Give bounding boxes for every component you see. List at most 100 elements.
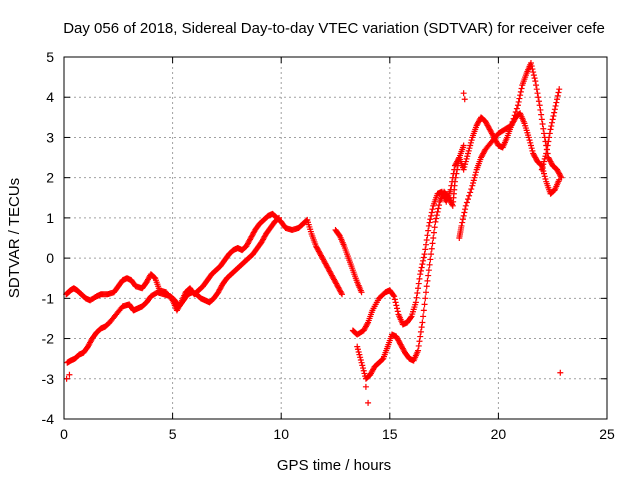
data-point <box>546 134 553 141</box>
data-point <box>421 251 428 258</box>
data-point <box>543 146 550 153</box>
data-point <box>462 161 469 168</box>
data-point <box>542 153 549 160</box>
data-point <box>414 289 421 296</box>
data-point <box>538 111 545 118</box>
data-point <box>357 357 364 364</box>
data-point <box>424 232 431 239</box>
series-outliers <box>63 90 564 406</box>
y-tick-label: -2 <box>42 331 55 347</box>
data-point <box>460 166 467 173</box>
data-point <box>425 227 432 234</box>
series-track-3 <box>332 226 365 296</box>
data-point <box>418 264 425 271</box>
data-point <box>390 292 397 299</box>
data-point <box>361 370 368 377</box>
data-point <box>554 96 561 103</box>
data-point <box>460 142 467 149</box>
grid <box>64 57 607 419</box>
data-point <box>455 158 462 165</box>
data-point <box>517 92 524 99</box>
data-point <box>430 235 437 241</box>
data-point <box>415 347 422 354</box>
data-point <box>529 66 536 73</box>
data-point <box>553 99 560 106</box>
data-point <box>391 293 398 300</box>
data-point <box>547 126 554 133</box>
data-point <box>460 90 467 97</box>
data-point <box>549 116 556 123</box>
data-point <box>509 119 516 126</box>
data-point <box>529 147 536 154</box>
data-point <box>541 155 548 162</box>
data-point <box>451 178 458 185</box>
data-point <box>430 229 437 236</box>
data-point <box>275 215 282 222</box>
data-point <box>458 222 465 229</box>
data-point <box>427 216 434 223</box>
data-point <box>415 285 422 292</box>
data-point <box>339 291 346 298</box>
data-point <box>514 102 521 109</box>
data-point <box>528 145 535 152</box>
data-point <box>462 206 469 213</box>
data-point <box>419 261 426 268</box>
y-tick-label: 4 <box>46 89 54 105</box>
data-point <box>464 153 471 160</box>
data-point <box>550 112 557 119</box>
data-point <box>518 85 525 92</box>
y-tick-label: 1 <box>46 210 54 226</box>
data-point <box>463 199 470 206</box>
data-point <box>461 163 468 170</box>
data-point <box>543 150 550 157</box>
data-point <box>513 105 520 112</box>
y-axis-title: SDTVAR / TECUs <box>6 178 23 298</box>
data-point <box>415 280 422 287</box>
y-tick-label: -3 <box>42 371 55 387</box>
series-track-6 <box>456 60 565 241</box>
data-point <box>527 60 534 67</box>
data-point <box>539 163 546 170</box>
data-point <box>541 173 548 180</box>
data-point <box>467 139 474 146</box>
data-point <box>467 142 474 149</box>
data-point <box>357 354 364 361</box>
data-point <box>540 125 547 132</box>
data-point <box>544 142 551 149</box>
data-point <box>517 88 524 95</box>
data-point <box>526 137 533 144</box>
data-point <box>551 106 558 113</box>
series-track-2 <box>64 214 283 366</box>
data-point <box>511 112 518 119</box>
data-point <box>360 365 367 372</box>
data-point <box>551 109 558 116</box>
axis-ticks: 0 5 10 15 20 25 -4 -3 -2 -1 0 1 2 3 4 5 <box>42 49 615 442</box>
data-point <box>420 313 427 320</box>
data-point <box>420 257 427 264</box>
data-point <box>415 342 422 349</box>
data-point <box>527 142 534 149</box>
data-point <box>423 241 429 248</box>
data-point <box>364 320 371 327</box>
data-point <box>548 119 555 126</box>
data-point <box>541 170 548 177</box>
data-point <box>507 123 514 130</box>
data-point <box>512 108 519 115</box>
data-point <box>525 134 532 141</box>
data-point <box>536 102 543 109</box>
data-point <box>436 202 443 209</box>
data-point <box>466 192 473 199</box>
data-point <box>461 209 468 216</box>
data-point <box>538 116 545 123</box>
data-point <box>423 237 430 244</box>
data-point <box>428 251 435 258</box>
data-point <box>530 69 537 76</box>
data-point <box>425 222 432 229</box>
data-point <box>425 272 432 279</box>
data-point <box>454 162 461 169</box>
data-point <box>465 147 472 154</box>
data-point <box>423 289 429 296</box>
data-point <box>532 78 539 85</box>
y-tick-label: -4 <box>42 411 55 427</box>
